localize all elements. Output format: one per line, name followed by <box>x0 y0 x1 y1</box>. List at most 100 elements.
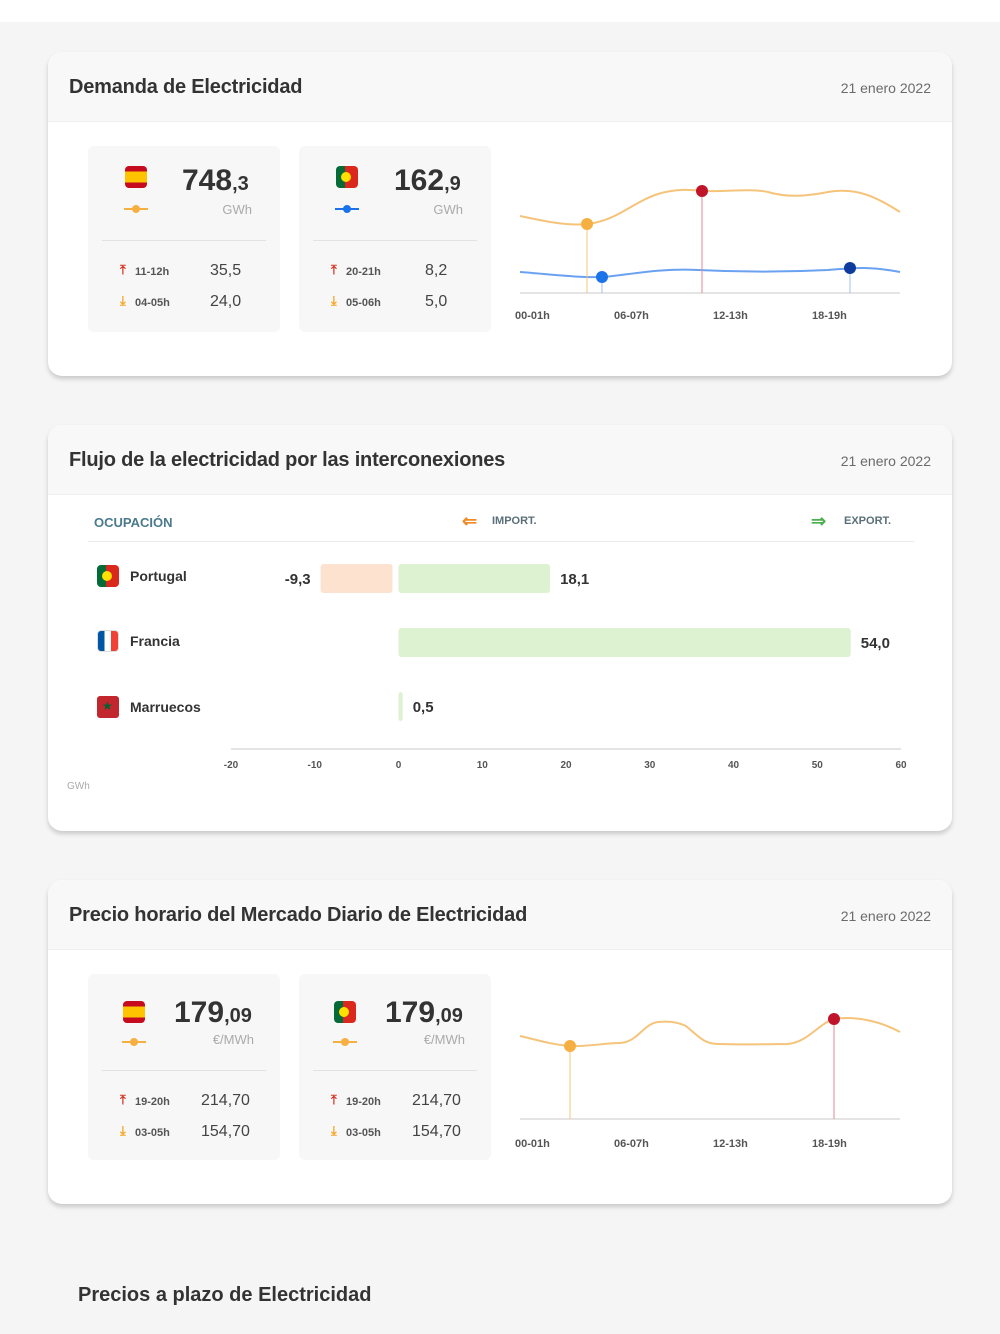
portugal-demand-line <box>519 267 901 279</box>
flow-unit-label: GWh <box>67 781 90 792</box>
max-arrow-icon: ⤒ <box>120 262 126 277</box>
price-min-point[interactable] <box>564 1040 576 1052</box>
portugal-legend-icon <box>335 202 359 216</box>
x-tick-label: 50 <box>812 760 824 771</box>
demand-card: Demanda de Electricidad 21 enero 2022 74… <box>48 52 952 376</box>
portugal-legend-icon <box>333 1035 357 1049</box>
price-spain-min-hour: 03-05h <box>135 1127 170 1139</box>
min-arrow-icon: ⤓ <box>120 293 126 308</box>
demand-portugal-box[interactable]: 162,9 GWh ⤒ 20-21h 8,2 ⤓ 05-06h 5,0 <box>299 146 491 332</box>
divider <box>102 240 266 241</box>
demand-portugal-max-hour: 20-21h <box>346 266 381 278</box>
min-arrow-icon: ⤓ <box>331 1123 337 1138</box>
france-flag-icon <box>97 630 119 652</box>
price-spain-value: 179,09 <box>174 996 252 1029</box>
price-spain-min-value: 154,70 <box>201 1123 250 1140</box>
export-bar[interactable] <box>398 564 551 593</box>
forward-prices-title: Precios a plazo de Electricidad <box>78 1284 372 1306</box>
export-bar[interactable] <box>398 628 851 657</box>
x-tick-label: -20 <box>224 760 239 771</box>
price-portugal-max-value: 214,70 <box>412 1092 461 1109</box>
country-france-label: Francia <box>130 633 180 649</box>
price-max-point[interactable] <box>828 1013 840 1025</box>
demand-spain-max-value: 35,5 <box>210 262 242 279</box>
demand-portugal-unit: GWh <box>433 202 463 217</box>
x-tick-label: 10 <box>477 760 489 771</box>
import-bar[interactable] <box>320 564 393 593</box>
portugal-max-point[interactable] <box>844 262 856 274</box>
demand-spain-min-value: 24,0 <box>210 293 242 310</box>
x-tick-label: 18-19h <box>812 310 847 322</box>
demand-spain-box[interactable]: 748,3 GWh ⤒ 11-12h 35,5 ⤓ 04-05h 24,0 <box>88 146 280 332</box>
x-tick-label: -10 <box>308 760 323 771</box>
demand-portugal-min-value: 5,0 <box>425 293 448 310</box>
spain-legend-icon <box>124 202 148 216</box>
price-spain-box[interactable]: 179,09 €/MWh ⤒ 19-20h 214,70 ⤓ 03-05h 15… <box>88 974 280 1160</box>
flow-date: 21 enero 2022 <box>840 453 931 469</box>
price-spain-max-value: 214,70 <box>201 1092 250 1109</box>
spain-legend-icon <box>122 1035 146 1049</box>
country-portugal-label: Portugal <box>130 568 187 584</box>
demand-title: Demanda de Electricidad <box>69 76 303 98</box>
occupation-header: OCUPACIÓN <box>94 515 173 530</box>
interconnection-bar-chart: -9,3 18,1 54,0 0,5 -20 -10 0 10 20 30 40 50 60 GWh <box>67 564 907 792</box>
x-tick-label: 30 <box>644 760 656 771</box>
divider <box>313 1070 477 1071</box>
divider <box>313 240 477 241</box>
demand-spain-min-hour: 04-05h <box>135 297 170 309</box>
spain-max-point[interactable] <box>696 185 708 197</box>
demand-spain-value: 748,3 <box>182 164 249 197</box>
min-arrow-icon: ⤓ <box>331 293 337 308</box>
min-arrow-icon: ⤓ <box>120 1123 126 1138</box>
demand-portugal-min-hour: 05-06h <box>346 297 381 309</box>
price-spain-max-hour: 19-20h <box>135 1096 170 1108</box>
country-morocco-label: Marruecos <box>130 699 201 715</box>
export-bar[interactable] <box>398 692 403 721</box>
flow-title: Flujo de la electricidad por las interco… <box>69 449 506 471</box>
demand-line-chart[interactable]: 00-01h 06-07h 12-13h 18-19h <box>508 162 918 332</box>
portugal-flag-icon <box>97 565 119 587</box>
flow-card: Flujo de la electricidad por las interco… <box>48 425 952 831</box>
x-tick-label: 12-13h <box>713 1138 748 1150</box>
spain-flag-icon <box>125 166 147 188</box>
x-tick-label: 00-01h <box>515 310 550 322</box>
export-value-label: 18,1 <box>560 571 589 588</box>
price-line <box>519 1017 901 1048</box>
x-tick-label: 0 <box>396 760 402 771</box>
price-portugal-box[interactable]: 179,09 €/MWh ⤒ 19-20h 214,70 ⤓ 03-05h 15… <box>299 974 491 1160</box>
max-arrow-icon: ⤒ <box>331 262 337 277</box>
price-spain-unit: €/MWh <box>212 1032 254 1047</box>
divider <box>102 1070 266 1071</box>
spain-flag-icon <box>123 1001 145 1023</box>
flow-card-header: Flujo de la electricidad por las interco… <box>48 425 952 495</box>
header-divider <box>88 541 914 542</box>
export-header: EXPORT. <box>844 515 892 527</box>
demand-date: 21 enero 2022 <box>840 80 931 96</box>
price-portugal-min-value: 154,70 <box>412 1123 461 1140</box>
spain-demand-line <box>519 188 901 226</box>
price-portugal-min-hour: 03-05h <box>346 1127 381 1139</box>
demand-portugal-value: 162,9 <box>394 164 461 197</box>
price-date: 21 enero 2022 <box>840 908 931 924</box>
demand-spain-unit: GWh <box>222 202 252 217</box>
portugal-flag-icon <box>336 166 358 188</box>
demand-spain-max-hour: 11-12h <box>135 266 170 278</box>
portugal-min-point[interactable] <box>596 271 608 283</box>
x-tick-label: 06-07h <box>614 310 649 322</box>
max-arrow-icon: ⤒ <box>120 1092 126 1107</box>
x-tick-label: 20 <box>560 760 572 771</box>
import-icon: ⇐ <box>462 511 478 531</box>
price-portugal-max-hour: 19-20h <box>346 1096 381 1108</box>
export-value-label: 54,0 <box>861 635 890 652</box>
x-tick-label: 12-13h <box>713 310 748 322</box>
x-tick-label: 06-07h <box>614 1138 649 1150</box>
x-tick-label: 60 <box>895 760 907 771</box>
price-title: Precio horario del Mercado Diario de Ele… <box>69 904 528 926</box>
price-card-header: Precio horario del Mercado Diario de Ele… <box>48 880 952 950</box>
export-value-label: 0,5 <box>413 699 434 716</box>
price-portugal-unit: €/MWh <box>423 1032 465 1047</box>
x-tick-label: 18-19h <box>812 1138 847 1150</box>
import-header: IMPORT. <box>492 515 537 527</box>
spain-min-point[interactable] <box>581 218 593 230</box>
price-line-chart[interactable]: 00-01h 06-07h 12-13h 18-19h <box>508 990 918 1160</box>
